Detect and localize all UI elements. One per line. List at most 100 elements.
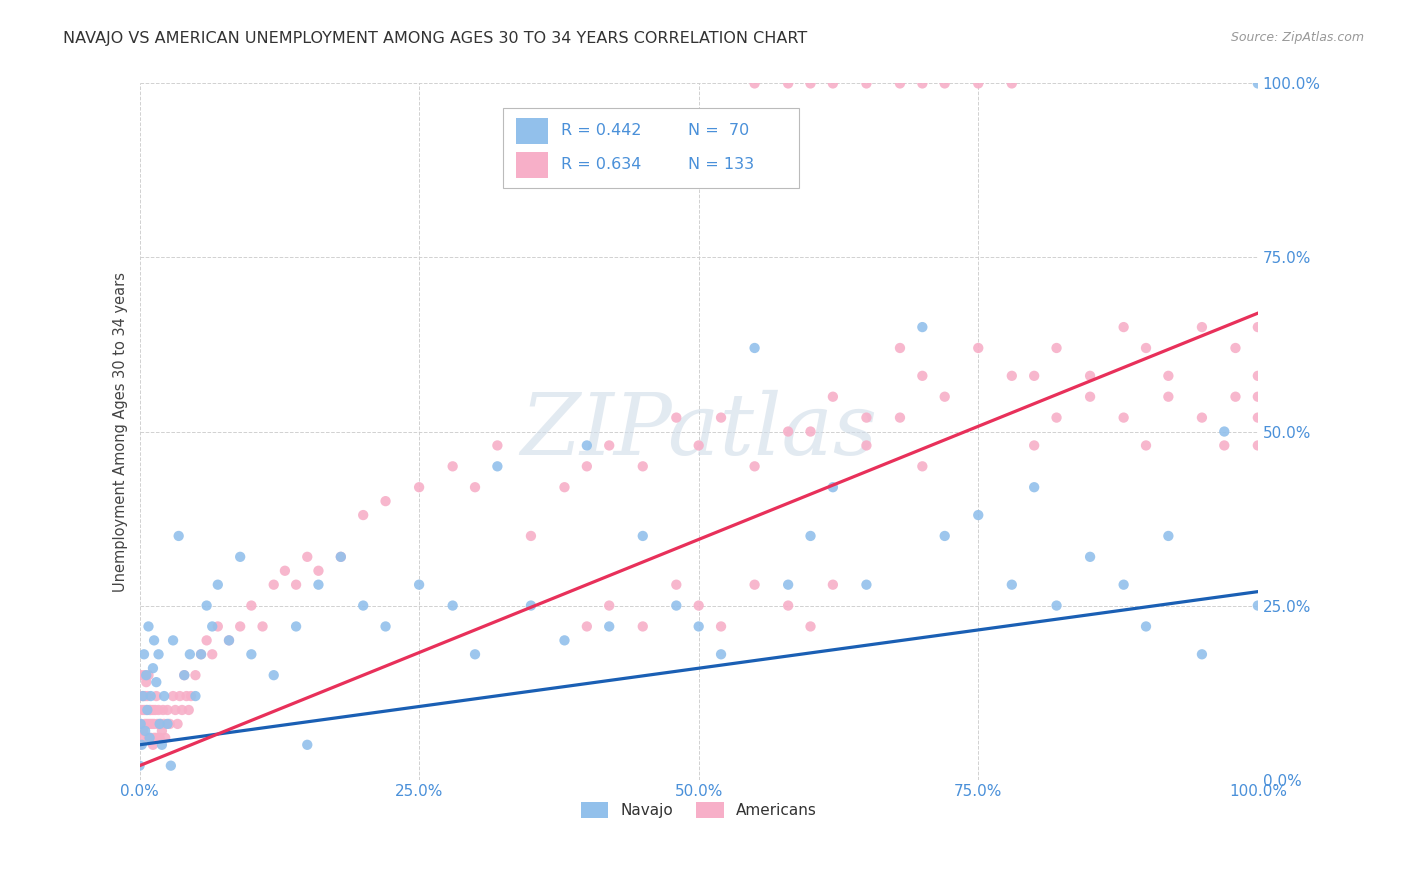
Point — [710, 648, 733, 662]
Point — [136, 689, 159, 703]
Point — [159, 717, 181, 731]
Y-axis label: Unemployment Among Ages 30 to 34 years: Unemployment Among Ages 30 to 34 years — [114, 271, 128, 591]
Point — [821, 390, 844, 404]
Point — [179, 648, 201, 662]
Point — [162, 689, 184, 703]
Point — [967, 508, 990, 522]
Point — [598, 599, 620, 613]
Point — [1157, 390, 1180, 404]
Point — [710, 410, 733, 425]
Point — [153, 689, 176, 703]
Point — [135, 668, 157, 682]
Point — [1112, 410, 1135, 425]
Point — [150, 723, 173, 738]
Point — [131, 738, 153, 752]
Text: ZIPatlas: ZIPatlas — [520, 390, 877, 473]
Point — [855, 77, 877, 91]
Point — [207, 619, 229, 633]
Point — [744, 577, 766, 591]
Legend: Navajo, Americans: Navajo, Americans — [575, 796, 823, 824]
Point — [1112, 577, 1135, 591]
Point — [1225, 390, 1247, 404]
Text: Source: ZipAtlas.com: Source: ZipAtlas.com — [1230, 31, 1364, 45]
Point — [1135, 341, 1157, 355]
Point — [464, 480, 486, 494]
Point — [129, 717, 152, 731]
Point — [128, 738, 150, 752]
Point — [799, 619, 821, 633]
Point — [688, 619, 710, 633]
Point — [165, 703, 187, 717]
Point — [778, 577, 800, 591]
Text: N = 133: N = 133 — [688, 157, 754, 172]
Point — [1247, 77, 1270, 91]
FancyBboxPatch shape — [503, 108, 800, 188]
Point — [169, 689, 191, 703]
Point — [553, 633, 575, 648]
Point — [911, 368, 934, 383]
Point — [889, 77, 911, 91]
Point — [128, 758, 150, 772]
Point — [155, 731, 177, 745]
Point — [464, 648, 486, 662]
Point — [145, 731, 167, 745]
Point — [778, 599, 800, 613]
Point — [778, 425, 800, 439]
Point — [329, 549, 352, 564]
Point — [1045, 599, 1067, 613]
Point — [156, 717, 179, 731]
Point — [138, 717, 160, 731]
Point — [352, 508, 374, 522]
Point — [138, 731, 160, 745]
Point — [934, 390, 956, 404]
Point — [141, 717, 163, 731]
Point — [128, 689, 150, 703]
Point — [229, 619, 252, 633]
Text: R = 0.442: R = 0.442 — [561, 123, 641, 138]
Point — [441, 459, 464, 474]
Point — [149, 717, 172, 731]
Point — [135, 675, 157, 690]
Point — [207, 577, 229, 591]
Point — [1247, 438, 1270, 452]
Point — [520, 529, 543, 543]
Point — [274, 564, 297, 578]
Point — [285, 577, 308, 591]
Point — [911, 320, 934, 334]
Point — [263, 577, 285, 591]
Point — [1112, 320, 1135, 334]
Point — [665, 410, 688, 425]
Point — [134, 723, 156, 738]
Point — [148, 703, 170, 717]
Point — [297, 738, 319, 752]
Point — [308, 564, 330, 578]
Point — [855, 410, 877, 425]
Point — [1247, 410, 1270, 425]
Point — [799, 425, 821, 439]
Point — [1001, 577, 1024, 591]
Point — [911, 77, 934, 91]
Point — [1024, 438, 1046, 452]
Point — [486, 438, 509, 452]
Point — [688, 599, 710, 613]
Point — [143, 731, 166, 745]
Point — [1045, 410, 1067, 425]
Point — [252, 619, 274, 633]
Point — [149, 717, 172, 731]
Bar — [516, 118, 548, 144]
Point — [132, 648, 155, 662]
Point — [145, 675, 167, 690]
Point — [911, 459, 934, 474]
Point — [263, 668, 285, 682]
Point — [575, 459, 598, 474]
Point — [665, 577, 688, 591]
Point — [139, 731, 162, 745]
Point — [136, 717, 159, 731]
Point — [1078, 549, 1101, 564]
Point — [131, 703, 153, 717]
Point — [374, 619, 396, 633]
Point — [149, 731, 172, 745]
Point — [1191, 648, 1213, 662]
Point — [408, 577, 430, 591]
Point — [799, 77, 821, 91]
